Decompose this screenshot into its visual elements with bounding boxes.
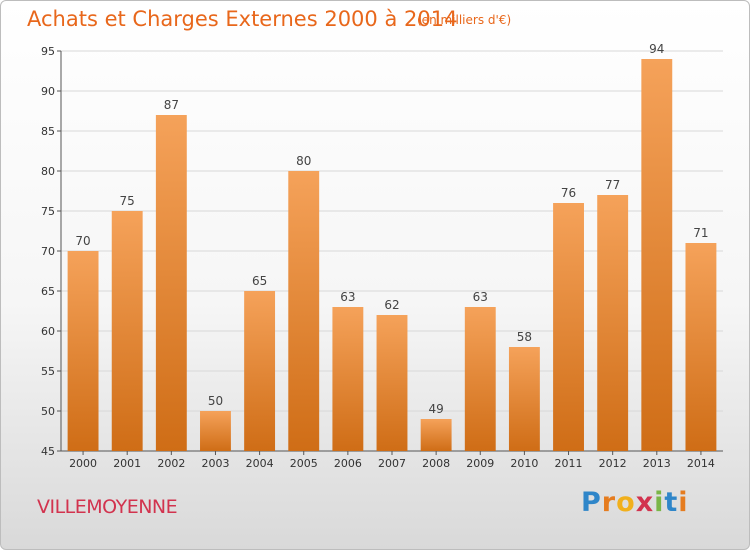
bar-2009 xyxy=(464,307,496,451)
value-label: 76 xyxy=(561,186,576,200)
y-tick-label: 80 xyxy=(41,165,55,178)
bar-2002 xyxy=(155,115,187,451)
y-tick-label: 70 xyxy=(41,245,55,258)
y-tick-label: 95 xyxy=(41,45,55,58)
bar-2008 xyxy=(420,419,452,451)
value-label: 62 xyxy=(384,298,399,312)
x-tick-label: 2005 xyxy=(290,457,318,470)
y-tick-label: 85 xyxy=(41,125,55,138)
proxiti-logo: Proxiti xyxy=(581,487,689,518)
x-tick-label: 2011 xyxy=(555,457,583,470)
y-tick-label: 75 xyxy=(41,205,55,218)
bar-2013 xyxy=(641,59,673,451)
x-tick-label: 2012 xyxy=(599,457,627,470)
labels: 45 50 55 60 65 70 75 80 85 90 95 70 2000 75 2001 87 2002… xyxy=(41,42,715,470)
x-tick-label: 2001 xyxy=(113,457,141,470)
chart-title: Achats et Charges Externes 2000 à 2014 xyxy=(27,7,458,31)
value-label: 87 xyxy=(164,98,179,112)
value-label: 49 xyxy=(428,402,443,416)
x-tick-label: 2006 xyxy=(334,457,362,470)
y-tick-label: 45 xyxy=(41,445,55,458)
value-label: 71 xyxy=(693,226,708,240)
x-tick-label: 2008 xyxy=(422,457,450,470)
logo-letter: i xyxy=(654,487,665,518)
y-tick-label: 65 xyxy=(41,285,55,298)
x-tick-label: 2000 xyxy=(69,457,97,470)
bar-2005 xyxy=(288,171,320,451)
bar-2012 xyxy=(597,195,629,451)
x-tick-label: 2003 xyxy=(201,457,229,470)
y-tick-label: 55 xyxy=(41,365,55,378)
x-tick-label: 2004 xyxy=(246,457,274,470)
value-label: 70 xyxy=(75,234,90,248)
x-tick-label: 2009 xyxy=(466,457,494,470)
chart-subtitle: (en milliers d'€) xyxy=(417,13,512,27)
logo-letter: t xyxy=(664,487,679,518)
bar-2010 xyxy=(508,347,540,451)
bar-2006 xyxy=(332,307,364,451)
bars xyxy=(67,59,717,451)
bar-2007 xyxy=(376,315,408,451)
value-label: 94 xyxy=(649,42,664,56)
bar-2011 xyxy=(553,203,584,451)
logo-letter: i xyxy=(678,487,689,518)
bar-2014 xyxy=(685,243,717,451)
x-tick-label: 2013 xyxy=(643,457,671,470)
bar-2004 xyxy=(244,291,276,451)
logo-letter: P xyxy=(581,487,602,518)
bar-2001 xyxy=(111,211,143,451)
logo-letter: o xyxy=(616,487,636,518)
y-tick-label: 90 xyxy=(41,85,55,98)
value-label: 75 xyxy=(120,194,135,208)
y-tick-label: 50 xyxy=(41,405,55,418)
value-label: 58 xyxy=(517,330,532,344)
x-tick-label: 2002 xyxy=(157,457,185,470)
value-label: 50 xyxy=(208,394,223,408)
x-tick-label: 2010 xyxy=(510,457,538,470)
value-label: 63 xyxy=(473,290,488,304)
value-label: 77 xyxy=(605,178,620,192)
value-label: 65 xyxy=(252,274,267,288)
bar-2003 xyxy=(200,411,231,451)
value-label: 63 xyxy=(340,290,355,304)
y-tick-label: 60 xyxy=(41,325,55,338)
bar-2000 xyxy=(67,251,99,451)
value-label: 80 xyxy=(296,154,311,168)
city-name: VILLEMOYENNE xyxy=(37,496,178,518)
logo-letter: x xyxy=(635,487,655,518)
x-tick-label: 2007 xyxy=(378,457,406,470)
logo-letter: r xyxy=(601,487,617,518)
x-tick-label: 2014 xyxy=(687,457,715,470)
